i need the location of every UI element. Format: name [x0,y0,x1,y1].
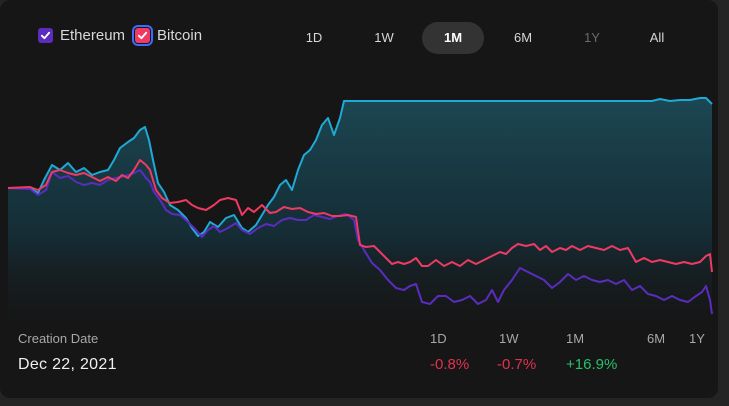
portfolio-line [8,97,713,237]
range-1m-button[interactable]: 1M [422,22,484,54]
perf-value-1d: -0.8% [430,356,470,373]
creation-date-label: Creation Date [18,331,99,346]
creation-date-value: Dec 22, 2021 [18,356,117,373]
checkmark-icon [40,31,51,40]
time-range-selector: 1D 1W 1M 6M 1Y All [280,22,710,54]
range-1d-button[interactable]: 1D [305,30,323,45]
bitcoin-line [7,159,713,273]
legend-item-bitcoin[interactable]: Bitcoin [132,25,203,46]
perf-label-1d: 1D [430,331,447,346]
range-6m-button[interactable]: 6M [513,30,533,45]
ethereum-checkbox[interactable] [38,28,53,43]
range-1y-button[interactable]: 1Y [584,30,600,45]
legend-label-bitcoin: Bitcoin [157,27,203,44]
portfolio-area [8,98,712,330]
legend-label-ethereum: Ethereum [60,27,126,44]
perf-value-1m: +16.9% [566,356,618,373]
perf-label-1y: 1Y [689,331,705,346]
legend-item-ethereum[interactable]: Ethereum [38,27,125,44]
range-1w-button[interactable]: 1W [374,30,394,45]
range-all-button[interactable]: All [649,30,665,45]
checkmark-icon [137,31,148,40]
bitcoin-checkbox[interactable] [132,25,154,46]
chart-card: Ethereum Bitcoin 1D 1W 1M 6M 1Y All Crea… [0,0,718,398]
legend: Ethereum Bitcoin [38,25,212,46]
perf-label-1w: 1W [499,331,519,346]
price-chart [7,97,713,330]
ethereum-line [7,169,713,315]
perf-label-6m: 6M [647,331,666,346]
perf-label-1m: 1M [566,331,585,346]
perf-value-1w: -0.7% [497,356,537,373]
